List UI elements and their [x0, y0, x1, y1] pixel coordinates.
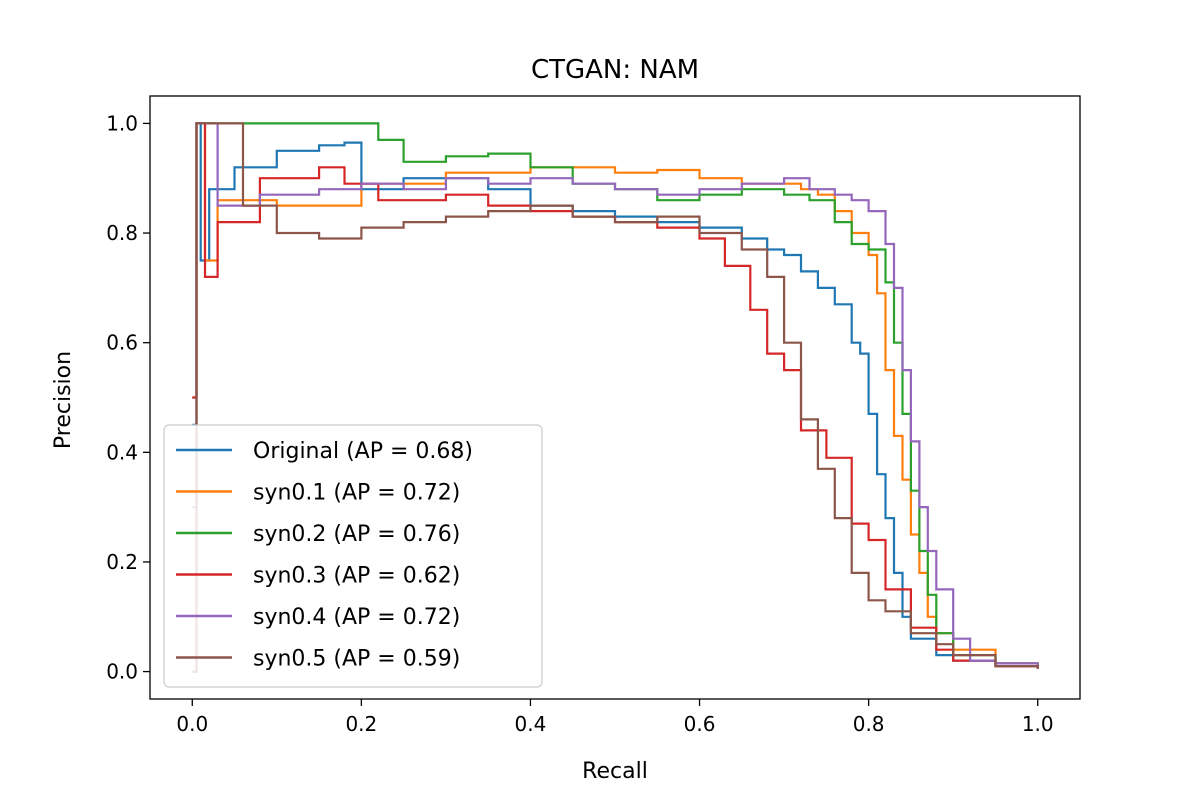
x-tick-label: 0.4 [515, 712, 547, 736]
y-tick-label: 0.6 [106, 331, 138, 355]
legend-label-2: syn0.2 (AP = 0.76) [253, 522, 460, 547]
y-tick-label: 0.8 [106, 221, 138, 245]
x-tick-label: 0.6 [684, 712, 716, 736]
y-tick-label: 1.0 [106, 111, 138, 135]
series-line-5 [192, 122, 1039, 673]
legend-label-4: syn0.4 (AP = 0.72) [253, 605, 460, 630]
series-line-4 [192, 122, 1039, 669]
series-line-3 [192, 122, 1039, 669]
x-tick-label: 1.0 [1022, 712, 1054, 736]
x-axis-title: Recall [582, 759, 648, 784]
y-tick-label: 0.2 [106, 550, 138, 574]
y-tick-label: 0.4 [106, 440, 138, 464]
series-line-1 [192, 122, 1039, 673]
y-tick-label: 0.0 [106, 660, 138, 684]
legend: Original (AP = 0.68) syn0.1 (AP = 0.72) sy… [163, 424, 543, 688]
legend-frame [163, 424, 543, 688]
y-axis-title: Precision [51, 351, 76, 449]
legend-label-1: syn0.1 (AP = 0.72) [253, 481, 460, 506]
chart-title: CTGAN: NAM [531, 55, 699, 85]
legend-label-0: Original (AP = 0.68) [253, 439, 473, 464]
x-tick-label: 0.8 [853, 712, 885, 736]
x-tick-label: 0.2 [345, 712, 377, 736]
legend-label-3: syn0.3 (AP = 0.62) [253, 564, 460, 589]
series-group [192, 122, 1039, 673]
series-line-0 [192, 122, 1039, 669]
x-tick-label: 0.0 [176, 712, 208, 736]
x-axis-ticks: 0.0 0.2 0.4 0.6 0.8 1.0 [176, 699, 1054, 736]
legend-label-5: syn0.5 (AP = 0.59) [253, 647, 460, 672]
y-axis-ticks: 0.0 0.2 0.4 0.6 0.8 1.0 [106, 111, 150, 684]
